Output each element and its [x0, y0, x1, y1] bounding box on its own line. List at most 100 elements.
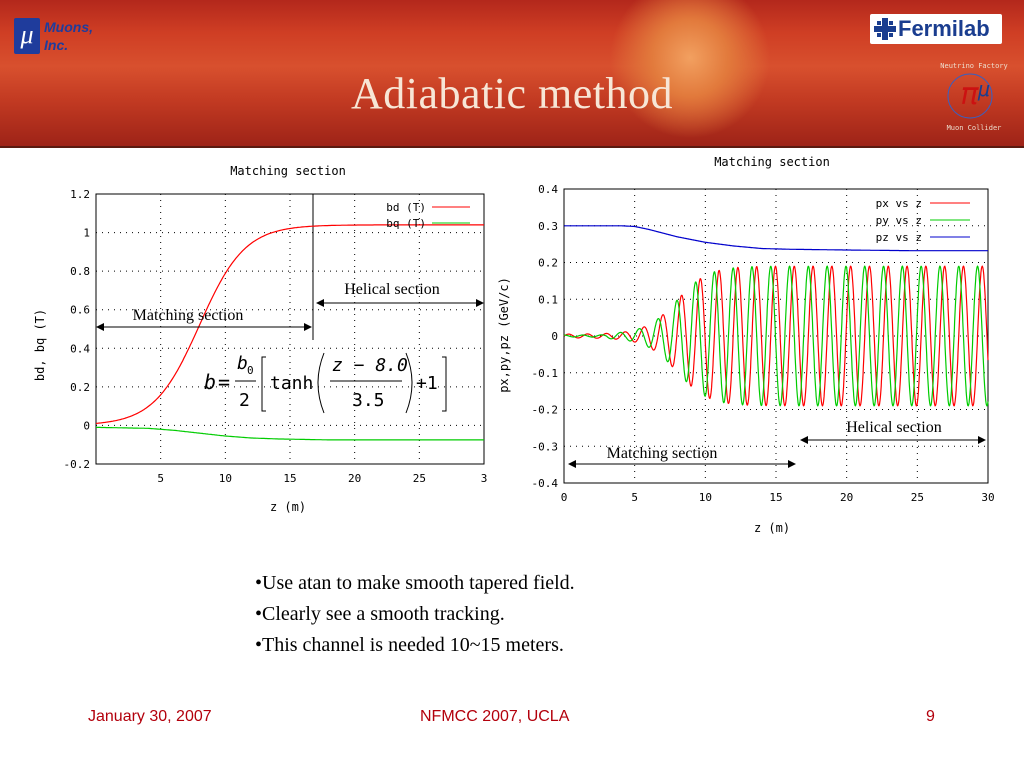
chart2-helical-arrow — [800, 436, 986, 444]
chart1-y-ticks: -0.2 0 0.2 0.4 0.6 0.8 1 1.2 — [64, 188, 91, 471]
formula-b0: b — [237, 353, 248, 374]
chart1-grid — [96, 194, 484, 464]
nf-logo-line1: Neutrino Factory — [940, 62, 1007, 70]
chart2-x-tick-label: 10 — [699, 491, 712, 504]
chart2-x-tick-label: 20 — [840, 491, 853, 504]
formula-den: 2 — [239, 390, 250, 411]
chart2-x-tick-label: 25 — [911, 491, 924, 504]
field-chart: Matching section z (m) bd, bq (T) -0.2 0 0… — [30, 155, 500, 525]
chart1-y-tick-label: 0.2 — [70, 381, 90, 394]
formula-tanh: tanh — [270, 373, 313, 394]
chart1-title: Matching section — [230, 164, 346, 178]
chart2-y-tick-label: 0.4 — [538, 183, 558, 196]
chart1-matching-arrow — [96, 323, 312, 331]
chart2-x-tick-label: 5 — [631, 491, 638, 504]
formula-plus1: +1 — [416, 373, 438, 394]
chart1-helical-arrow — [316, 299, 484, 307]
chart2-matching-arrow — [568, 460, 796, 468]
chart2-y-tick-label: -0.4 — [532, 477, 559, 490]
chart2-series — [563, 225, 989, 407]
chart2-pz-line — [564, 225, 988, 252]
chart1-ylabel: bd, bq (T) — [33, 309, 47, 381]
chart2-x-ticks: 0 5 10 15 20 25 30 — [561, 491, 995, 504]
chart2-y-ticks: -0.4 -0.3 -0.2 -0.1 0 0.1 0.2 0.3 0.4 — [532, 183, 559, 490]
formula-den2: 3.5 — [352, 390, 385, 411]
chart2-legend: px vs z py vs z pz vs z — [876, 197, 970, 244]
mu-symbol: μ — [977, 77, 990, 101]
chart2-legend-pz: pz vs z — [876, 231, 922, 244]
fermilab-logo: Fermilab — [870, 14, 1002, 44]
chart1-x-tick-label: 10 — [219, 472, 232, 485]
chart1-legend: bd (T) bq (T) — [386, 201, 470, 230]
formula-b0-sub: 0 — [247, 364, 254, 377]
chart1-x-tick-label: 3 — [481, 472, 488, 485]
chart1-y-tick-label: 1 — [83, 227, 90, 240]
chart2-x-tick-label: 0 — [561, 491, 568, 504]
chart2-x-tick-label: 30 — [981, 491, 994, 504]
formula-num: z − 8.0 — [332, 355, 408, 376]
bullet-item: •Use atan to make smooth tapered field. — [255, 572, 575, 594]
muons-logo-line1: Muons, — [44, 19, 93, 35]
header-divider — [0, 146, 1024, 148]
footer-conference: NFMCC 2007, UCLA — [420, 708, 570, 725]
field-chart-svg: Matching section z (m) bd, bq (T) -0.2 0 0… — [33, 164, 487, 514]
formula: b = b 0 2 tanh z − 8.0 3.5 +1 — [204, 352, 447, 414]
chart2-x-tick-label: 15 — [769, 491, 782, 504]
chart1-legend-bq: bq (T) — [386, 217, 426, 230]
slide-header-banner — [0, 0, 1024, 148]
chart1-y-tick-label: 0.4 — [70, 342, 90, 355]
momentum-chart: Matching section z (m) px,py,pz (GeV/c) … — [494, 150, 1014, 545]
chart1-helical-label: Helical section — [344, 281, 440, 298]
formula-b: b — [204, 370, 216, 394]
chart2-title: Matching section — [714, 155, 830, 169]
chart2-px-line — [563, 265, 989, 407]
neutrino-factory-logo: π μ Neutrino Factory Muon Collider — [940, 62, 1007, 132]
footer-page-number: 9 — [926, 708, 935, 725]
chart1-x-tick-label: 25 — [413, 472, 426, 485]
chart2-y-tick-label: -0.3 — [532, 440, 559, 453]
chart1-plot-frame — [95, 193, 485, 465]
chart1-series — [95, 224, 484, 441]
mu-icon: μ — [14, 18, 40, 54]
muons-logo-text: Muons, Inc. — [44, 18, 93, 54]
chart2-py-line — [564, 265, 989, 407]
muons-inc-logo: μ Muons, Inc. — [14, 18, 124, 58]
chart1-matching-label: Matching section — [133, 307, 244, 324]
bullet-list: •Use atan to make smooth tapered field. … — [255, 568, 575, 661]
chart2-legend-px: px vs z — [876, 197, 922, 210]
chart1-x-tick-label: 20 — [348, 472, 361, 485]
chart2-y-tick-label: 0.2 — [538, 257, 558, 270]
chart2-grid — [564, 189, 988, 483]
chart2-ylabel: px,py,pz (GeV/c) — [497, 277, 511, 393]
slide-title: Adiabatic method — [350, 69, 673, 118]
fermilab-icon — [874, 18, 896, 40]
chart1-y-tick-label: 1.2 — [70, 188, 90, 201]
chart1-bd-line — [95, 224, 484, 424]
momentum-chart-svg: Matching section z (m) px,py,pz (GeV/c) … — [497, 155, 995, 535]
chart2-matching-label: Matching section — [607, 445, 718, 462]
chart1-y-tick-label: 0 — [83, 419, 90, 432]
chart2-y-tick-label: 0.3 — [538, 220, 558, 233]
bullet-item: •This channel is needed 10~15 meters. — [255, 634, 564, 656]
muons-logo-line2: Inc. — [44, 37, 69, 53]
chart1-x-ticks: 5 10 15 20 25 3 — [157, 472, 487, 485]
formula-eq: = — [218, 370, 230, 394]
chart2-y-tick-label: -0.1 — [532, 367, 559, 380]
chart1-y-tick-label: -0.2 — [64, 458, 91, 471]
chart1-x-tick-label: 5 — [157, 472, 164, 485]
chart1-xlabel: z (m) — [270, 500, 306, 514]
chart2-y-tick-label: -0.2 — [532, 404, 559, 417]
chart1-x-tick-label: 15 — [283, 472, 296, 485]
chart2-helical-label: Helical section — [846, 419, 942, 436]
chart2-legend-py: py vs z — [876, 214, 922, 227]
pi-symbol: π — [961, 77, 979, 112]
bullet-item: •Clearly see a smooth tracking. — [255, 603, 505, 625]
chart1-legend-bd: bd (T) — [386, 201, 426, 214]
footer-date: January 30, 2007 — [88, 708, 212, 725]
chart1-y-tick-label: 0.8 — [70, 265, 90, 278]
chart2-y-tick-label: 0.1 — [538, 293, 558, 306]
chart2-y-tick-label: 0 — [551, 330, 558, 343]
fermilab-logo-text: Fermilab — [898, 16, 990, 41]
nf-logo-line2: Muon Collider — [947, 124, 1002, 132]
chart1-bq-line — [96, 426, 484, 441]
